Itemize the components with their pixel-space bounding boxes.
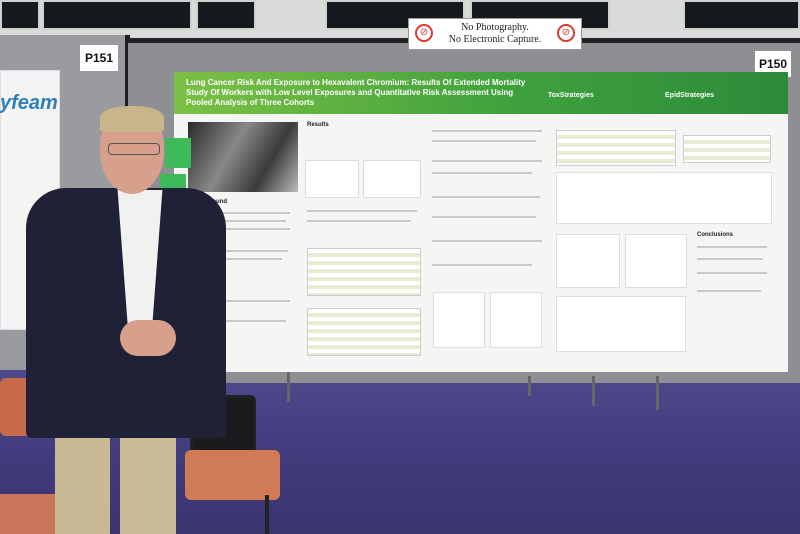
no-photography-sign: ⊘ No Photography. No Electronic Capture.… — [408, 18, 582, 50]
window — [325, 0, 465, 30]
board-stand — [528, 376, 531, 396]
text-line — [432, 196, 540, 198]
ceiling — [0, 0, 800, 40]
no-camera-icon: ⊘ — [557, 24, 575, 42]
chair-seat — [0, 494, 58, 534]
poster-logo: ToxStrategies — [548, 92, 594, 99]
window — [42, 0, 192, 30]
poster-figure — [490, 292, 542, 348]
chair-seat — [185, 450, 280, 500]
text-line — [190, 250, 288, 252]
text-line — [432, 140, 536, 142]
text-line — [190, 300, 290, 302]
board-stand — [592, 376, 595, 406]
poster-figure — [305, 160, 359, 198]
text-line — [190, 228, 290, 230]
text-line — [432, 172, 532, 174]
text-line — [190, 220, 286, 222]
text-line — [190, 320, 286, 322]
poster-title: Lung Cancer Risk And Exposure to Hexaval… — [186, 78, 526, 107]
poster-table — [307, 248, 421, 296]
poster-table — [683, 135, 771, 163]
poster-banner — [174, 72, 788, 114]
section-heading: Results — [307, 122, 329, 128]
window — [683, 0, 800, 30]
board-stand — [287, 372, 290, 402]
text-line — [307, 210, 417, 212]
text-line — [432, 264, 532, 266]
poster-figure — [363, 160, 421, 198]
board-number-left: P151 — [80, 45, 118, 71]
text-line — [432, 130, 542, 132]
text-line — [697, 246, 767, 248]
poster-figure — [433, 292, 485, 348]
poster-table — [307, 308, 421, 356]
left-poster-logo: yfeam — [0, 92, 58, 114]
poster-logo: EpidStrategies — [665, 92, 715, 99]
sticky-note — [165, 138, 191, 168]
text-line — [190, 258, 282, 260]
text-line — [432, 216, 536, 218]
poster-figure — [556, 172, 772, 224]
window — [196, 0, 256, 30]
poster-figure — [556, 296, 686, 352]
notice-line-1: No Photography. — [461, 22, 529, 33]
text-line — [697, 272, 767, 274]
poster-photo — [188, 122, 298, 192]
no-camera-icon: ⊘ — [415, 24, 433, 42]
board-stand — [656, 376, 659, 410]
text-line — [697, 258, 763, 260]
trousers — [55, 428, 110, 534]
poster-table — [556, 130, 676, 166]
text-line — [432, 240, 542, 242]
text-line — [307, 220, 411, 222]
notice-line-2: No Electronic Capture. — [448, 34, 542, 45]
chair-leg — [265, 495, 269, 534]
text-line — [432, 160, 542, 162]
poster-figure — [556, 234, 620, 288]
poster-figure — [625, 234, 687, 288]
clasped-hands — [120, 320, 176, 356]
text-line — [697, 290, 761, 292]
section-heading: Conclusions — [697, 232, 734, 238]
hair — [100, 106, 164, 132]
text-line — [190, 212, 290, 214]
window — [0, 0, 40, 30]
glasses-icon — [108, 143, 160, 155]
